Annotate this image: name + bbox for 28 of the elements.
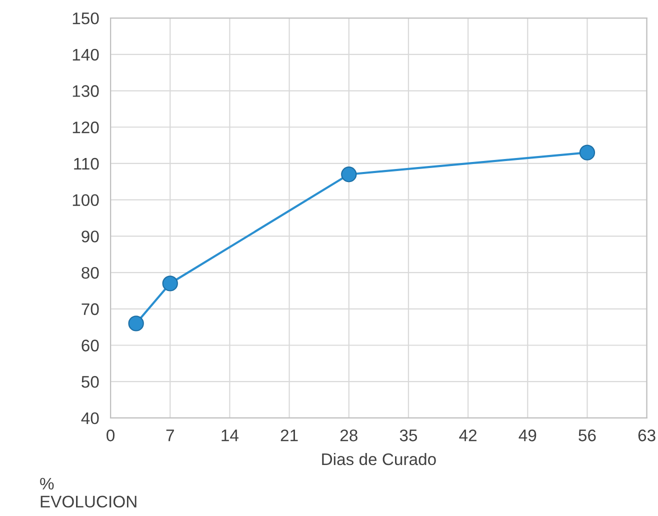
- y-axis-title: % EVOLUCION: [40, 478, 136, 508]
- x-tick-label: 63: [638, 430, 656, 442]
- point: [579, 144, 596, 160]
- y-tick-label: 110: [74, 158, 99, 170]
- y-tick-label: 60: [82, 340, 99, 352]
- y-tick-label: 130: [72, 85, 99, 97]
- y-tick-label: 140: [72, 48, 99, 61]
- x-tick-label: 35: [400, 430, 418, 442]
- y-tick-label: 120: [72, 122, 99, 134]
- x-tick-label: 7: [166, 430, 174, 442]
- y-tick-label: 90: [82, 230, 99, 242]
- x-tick-label: 42: [459, 430, 476, 442]
- y-tick-label: 70: [82, 303, 99, 316]
- y-tick-label: 100: [72, 194, 99, 206]
- y-tick-label: 40: [81, 412, 99, 424]
- x-tick-label: 21: [280, 430, 298, 442]
- x-tick-label: 0: [106, 430, 115, 442]
- x-tick-label: 28: [340, 430, 358, 442]
- x-tick-label: 56: [578, 430, 596, 442]
- point: [128, 316, 144, 332]
- x-tick-label: 14: [222, 430, 238, 442]
- x-axis-title: Dias de Curado: [322, 452, 436, 466]
- point: [162, 276, 178, 292]
- point: [341, 166, 357, 182]
- x-tick-label: 49: [518, 430, 536, 442]
- y-tick-label: 150: [72, 12, 99, 24]
- y-tick-label: 80: [82, 266, 99, 279]
- y-tick-label: 50: [82, 376, 99, 388]
